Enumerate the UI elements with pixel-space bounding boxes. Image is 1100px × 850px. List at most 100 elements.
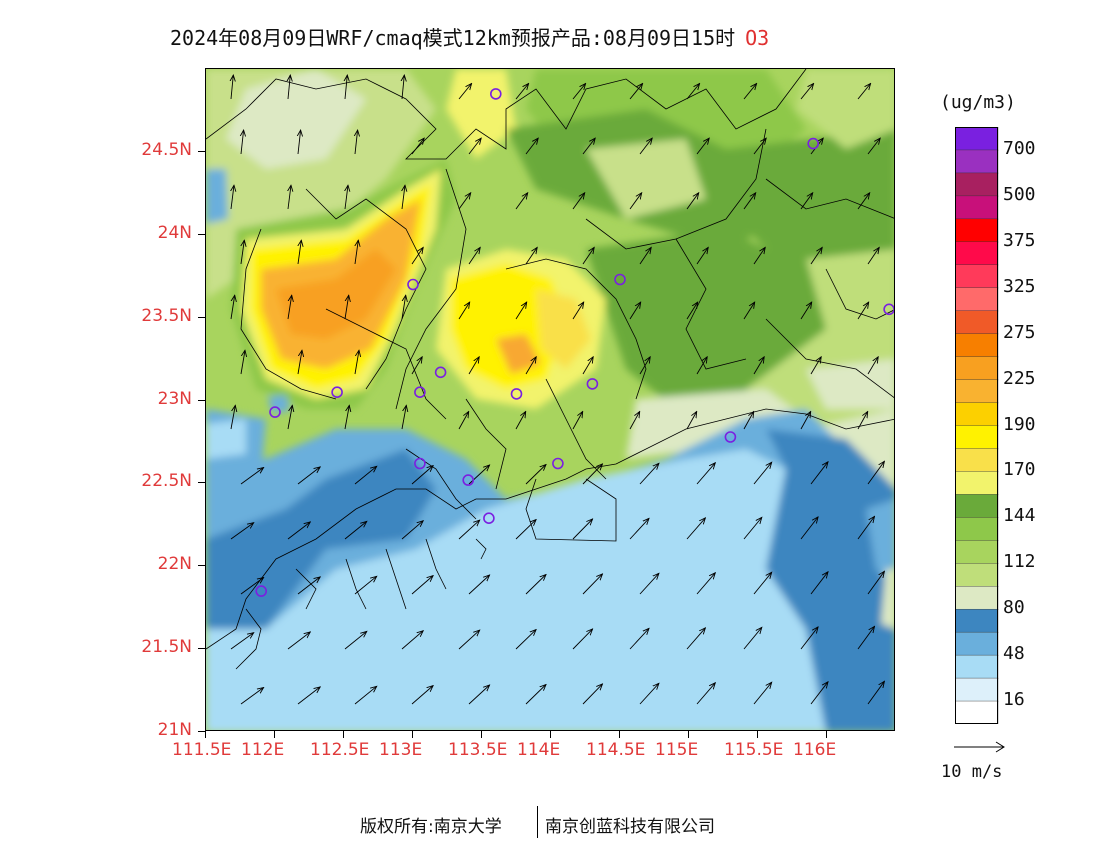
lat-label: 21N [157,720,192,740]
colorbar-segment [955,333,999,358]
colorbar-segment [955,287,999,312]
wind-arrow [857,193,870,210]
lat-tick [198,316,205,318]
wind-arrow [857,302,869,320]
station-marker [414,457,426,470]
wind-arrow [753,682,772,705]
lon-tick [688,731,689,738]
forecast-map [205,68,895,731]
wind-arrow [867,138,880,155]
wind-arrow [867,247,879,265]
zone-lightgreen-north [586,139,706,219]
wind-arrow [468,138,481,155]
wind-arrow [753,462,772,485]
colorbar-segment [955,700,999,724]
wind-arrow [401,521,423,540]
zone-orange-center [496,334,541,374]
lon-tick [205,731,206,738]
wind-arrow [458,630,480,650]
wind-arrow [857,84,871,100]
station-marker [724,431,737,443]
colorbar-label: 16 [1003,689,1025,711]
wind-arrow [287,295,292,320]
wind-arrow [241,130,244,155]
wind-arrow [525,465,546,485]
lon-tick [826,731,827,738]
lon-tick [619,731,620,738]
wind-arrow [230,633,254,650]
station-marker [331,386,343,399]
wind-arrow [401,631,423,650]
wind-arrow [458,520,480,540]
wind-arrow [240,350,245,375]
wind-arrow [639,247,651,265]
lat-label: 22N [157,554,192,575]
colorbar-label: 225 [1003,367,1036,389]
wind-reference-label: 10 m/s [941,762,1003,782]
wind-arrow [639,138,652,155]
lon-tick [412,731,413,738]
wind-reference-arrow [954,741,1005,753]
lon-label: 111.5E [172,740,232,760]
lon-label: 116E [793,740,837,760]
wind-arrow [231,185,234,210]
station-marker [489,88,502,100]
contour-fills [206,69,894,730]
wind-arrow [800,302,812,320]
wind-arrow [800,627,818,650]
wind-arrow [582,464,603,485]
wind-arrow [354,466,377,485]
colorbar-label: 325 [1003,275,1036,297]
wind-arrow [572,302,584,320]
wind-arrow [345,75,347,100]
station-marker [510,388,523,400]
wind-arrow [639,683,659,705]
wind-arrow [696,138,709,155]
colorbar-segment [955,563,999,587]
wind-arrow [696,573,715,595]
monitoring-stations [255,88,894,597]
zone-darkblue-west [206,449,436,629]
zone-pale-se-edge [881,569,894,629]
colorbar-segment [955,517,999,542]
lon-label: 113E [379,740,423,760]
colorbar-label: 190 [1003,413,1036,435]
zone-orange2-west [276,249,396,339]
wind-arrow [354,350,359,375]
wind-arrow [857,412,868,430]
wind-arrow [515,412,526,430]
station-marker [552,457,564,470]
wind-arrow [582,357,593,375]
lat-label: 24N [157,222,192,243]
zone-lightblue-sea [206,449,826,730]
wind-arrow [525,247,537,265]
wind-arrow [401,405,406,430]
wind-arrow [344,521,367,540]
wind-arrow [629,193,642,210]
wind-arrow [867,461,884,485]
station-marker [407,278,419,291]
species-label: O3 [745,26,770,50]
wind-arrow [468,357,479,375]
wind-arrow [696,247,708,265]
wind-arrow [231,75,233,100]
wind-arrow [743,84,757,100]
wind-arrow [525,685,546,705]
wind-arrow [354,576,377,595]
lat-label: 22.5N [141,471,192,492]
wind-arrow [354,686,377,705]
wind-arrow [867,571,884,595]
colorbar-segment [955,631,999,656]
wind-arrow [572,412,583,430]
wind-arrow [572,519,593,540]
station-marker [807,137,820,150]
wind-arrow [686,193,699,210]
footer-divider [537,806,538,838]
wind-arrow [800,412,811,430]
wind-arrow [810,462,828,485]
colorbar-segment [955,654,999,679]
wind-arrow [686,412,697,430]
wind-arrow [411,466,433,485]
zone-darkgreen-ne [726,129,894,289]
wind-arrow [629,518,649,540]
